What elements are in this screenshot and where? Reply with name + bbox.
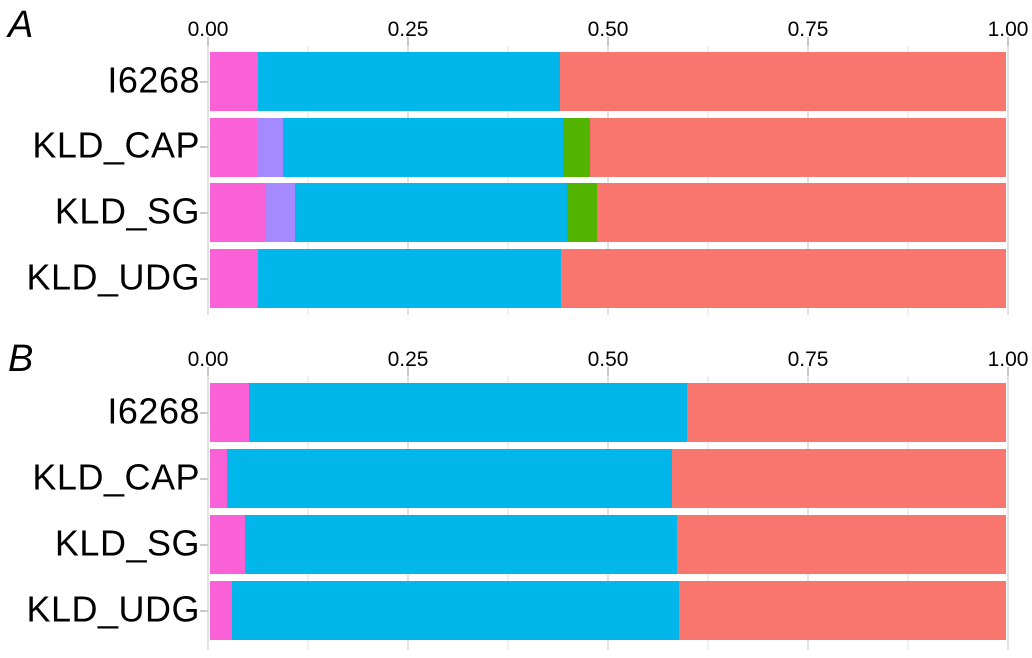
bar-segment-ancestry-blue bbox=[226, 449, 672, 508]
bar-segment-ancestry-salmon bbox=[686, 383, 1006, 442]
bar-row bbox=[210, 52, 1006, 111]
category-label: KLD_UDG bbox=[26, 587, 200, 629]
x-axis-tick-label: 0.00 bbox=[187, 18, 229, 41]
bar-segment-ancestry-lavender bbox=[256, 117, 284, 177]
bar-segment-ancestry-salmon bbox=[678, 581, 1006, 640]
x-axis-tick-mark bbox=[1007, 367, 1009, 376]
bar-segment-ancestry-pink bbox=[210, 449, 227, 508]
bar-segment-ancestry-pink bbox=[210, 183, 266, 243]
bar-row bbox=[210, 117, 1006, 177]
y-axis-tick-mark bbox=[200, 609, 208, 612]
y-axis-tick-mark bbox=[200, 146, 208, 149]
x-axis-tick-label: 0.75 bbox=[787, 348, 829, 371]
bar-segment-ancestry-lavender bbox=[265, 183, 296, 243]
bar-row bbox=[210, 515, 1006, 574]
bar-segment-ancestry-pink bbox=[210, 383, 249, 442]
bar-segment-ancestry-pink bbox=[210, 249, 258, 308]
category-label: KLD_UDG bbox=[26, 255, 200, 297]
x-axis-tick-label: 1.00 bbox=[987, 18, 1029, 41]
major-gridline bbox=[807, 376, 809, 650]
major-gridline bbox=[207, 46, 209, 315]
major-gridline bbox=[607, 46, 609, 315]
major-gridline bbox=[807, 46, 809, 315]
y-axis-tick-mark bbox=[200, 277, 208, 280]
panel-b-letter: B bbox=[8, 338, 34, 380]
y-axis-tick-mark bbox=[200, 411, 208, 414]
x-axis-tick-mark bbox=[607, 367, 609, 376]
bar-segment-ancestry-green bbox=[562, 117, 590, 177]
y-axis-tick-mark bbox=[200, 477, 208, 480]
bar-segment-ancestry-salmon bbox=[677, 515, 1006, 574]
bar-segment-ancestry-pink bbox=[210, 581, 233, 640]
bar-segment-ancestry-blue bbox=[245, 515, 678, 574]
category-label: I6268 bbox=[107, 58, 200, 100]
x-axis-tick-label: 1.00 bbox=[987, 348, 1029, 371]
panel-a-letter: A bbox=[8, 4, 34, 46]
category-label: I6268 bbox=[107, 389, 200, 431]
bar-segment-ancestry-pink bbox=[210, 515, 246, 574]
bar-segment-ancestry-salmon bbox=[596, 183, 1006, 243]
x-axis-tick-label: 0.75 bbox=[787, 18, 829, 41]
bar-segment-ancestry-green bbox=[567, 183, 597, 243]
minor-gridline bbox=[507, 46, 509, 315]
bar-row bbox=[210, 383, 1006, 442]
bar-segment-ancestry-blue bbox=[232, 581, 679, 640]
category-label: KLD_CAP bbox=[32, 124, 200, 166]
minor-gridline bbox=[907, 376, 909, 650]
x-axis-tick-mark bbox=[207, 37, 209, 46]
minor-gridline bbox=[507, 376, 509, 650]
bar-row bbox=[210, 581, 1006, 640]
bar-segment-ancestry-blue bbox=[257, 249, 562, 308]
major-gridline bbox=[607, 376, 609, 650]
y-axis-tick-mark bbox=[200, 543, 208, 546]
bar-row bbox=[210, 183, 1006, 243]
category-label: KLD_SG bbox=[54, 521, 200, 563]
bar-segment-ancestry-blue bbox=[295, 183, 568, 243]
x-axis-tick-mark bbox=[407, 367, 409, 376]
minor-gridline bbox=[707, 376, 709, 650]
bar-segment-ancestry-pink bbox=[210, 117, 257, 177]
major-gridline bbox=[1007, 46, 1009, 315]
major-gridline bbox=[407, 376, 409, 650]
minor-gridline bbox=[307, 376, 309, 650]
minor-gridline bbox=[707, 46, 709, 315]
bar-segment-ancestry-salmon bbox=[561, 249, 1006, 308]
x-axis-tick-label: 0.50 bbox=[587, 348, 629, 371]
x-axis-tick-label: 0.50 bbox=[587, 18, 629, 41]
x-axis-tick-mark bbox=[807, 37, 809, 46]
bar-segment-ancestry-pink bbox=[210, 52, 258, 111]
bar-segment-ancestry-blue bbox=[249, 383, 687, 442]
x-axis-tick-label: 0.00 bbox=[187, 348, 229, 371]
bar-segment-ancestry-blue bbox=[257, 52, 561, 111]
y-axis-tick-mark bbox=[200, 80, 208, 83]
x-axis-tick-mark bbox=[1007, 37, 1009, 46]
minor-gridline bbox=[907, 46, 909, 315]
major-gridline bbox=[407, 46, 409, 315]
bar-row bbox=[210, 249, 1006, 308]
x-axis-tick-mark bbox=[407, 37, 409, 46]
major-gridline bbox=[1007, 376, 1009, 650]
x-axis-tick-label: 0.25 bbox=[387, 348, 429, 371]
bar-segment-ancestry-salmon bbox=[589, 117, 1006, 177]
bar-segment-ancestry-salmon bbox=[671, 449, 1006, 508]
category-label: KLD_CAP bbox=[32, 455, 200, 497]
x-axis-tick-mark bbox=[807, 367, 809, 376]
bar-row bbox=[210, 449, 1006, 508]
x-axis-tick-mark bbox=[207, 367, 209, 376]
bar-segment-ancestry-salmon bbox=[560, 52, 1006, 111]
minor-gridline bbox=[307, 46, 309, 315]
x-axis-tick-label: 0.25 bbox=[387, 18, 429, 41]
x-axis-tick-mark bbox=[607, 37, 609, 46]
major-gridline bbox=[207, 376, 209, 650]
category-label: KLD_SG bbox=[54, 190, 200, 232]
bar-segment-ancestry-blue bbox=[283, 117, 563, 177]
y-axis-tick-mark bbox=[200, 211, 208, 214]
